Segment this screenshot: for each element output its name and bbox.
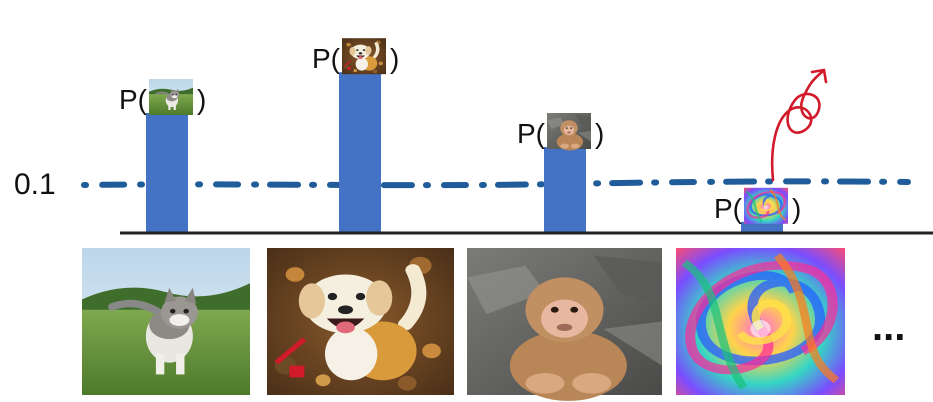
photo-kitten	[82, 248, 250, 395]
label-prefix: P(	[517, 118, 546, 149]
photo-dog	[267, 248, 454, 395]
label-prefix: P(	[312, 43, 341, 74]
thumbnail-dog	[340, 36, 388, 76]
thumbnail-monkey	[547, 113, 591, 151]
label-prefix: P(	[119, 84, 148, 115]
label-p-monkey: P()	[517, 113, 604, 151]
bars	[146, 72, 783, 232]
label-suffix: )	[792, 193, 801, 224]
thumbnail-kitten	[147, 77, 195, 117]
bar-monkey	[544, 147, 586, 232]
label-p-kitten: P()	[119, 77, 206, 117]
photo-psychedelic-swirl	[676, 248, 845, 395]
label-suffix: )	[390, 43, 399, 74]
threshold-line	[81, 178, 911, 189]
upward-spiral-arrow	[770, 68, 828, 182]
photo-monkey	[467, 248, 662, 401]
bar-dog	[339, 72, 381, 232]
label-p-psychedelic-swirl: P()	[714, 186, 801, 226]
probability-labels: P()P()P()P()	[119, 36, 801, 226]
bar-psychedelic-swirl	[741, 221, 783, 232]
label-suffix: )	[595, 118, 604, 149]
label-p-dog: P()	[312, 36, 399, 76]
bar-kitten	[146, 113, 188, 232]
threshold-label: 0.1	[14, 168, 56, 201]
label-suffix: )	[197, 84, 206, 115]
ellipsis: ...	[872, 305, 905, 349]
label-prefix: P(	[714, 193, 743, 224]
thumbnail-psychedelic-swirl	[742, 186, 790, 226]
